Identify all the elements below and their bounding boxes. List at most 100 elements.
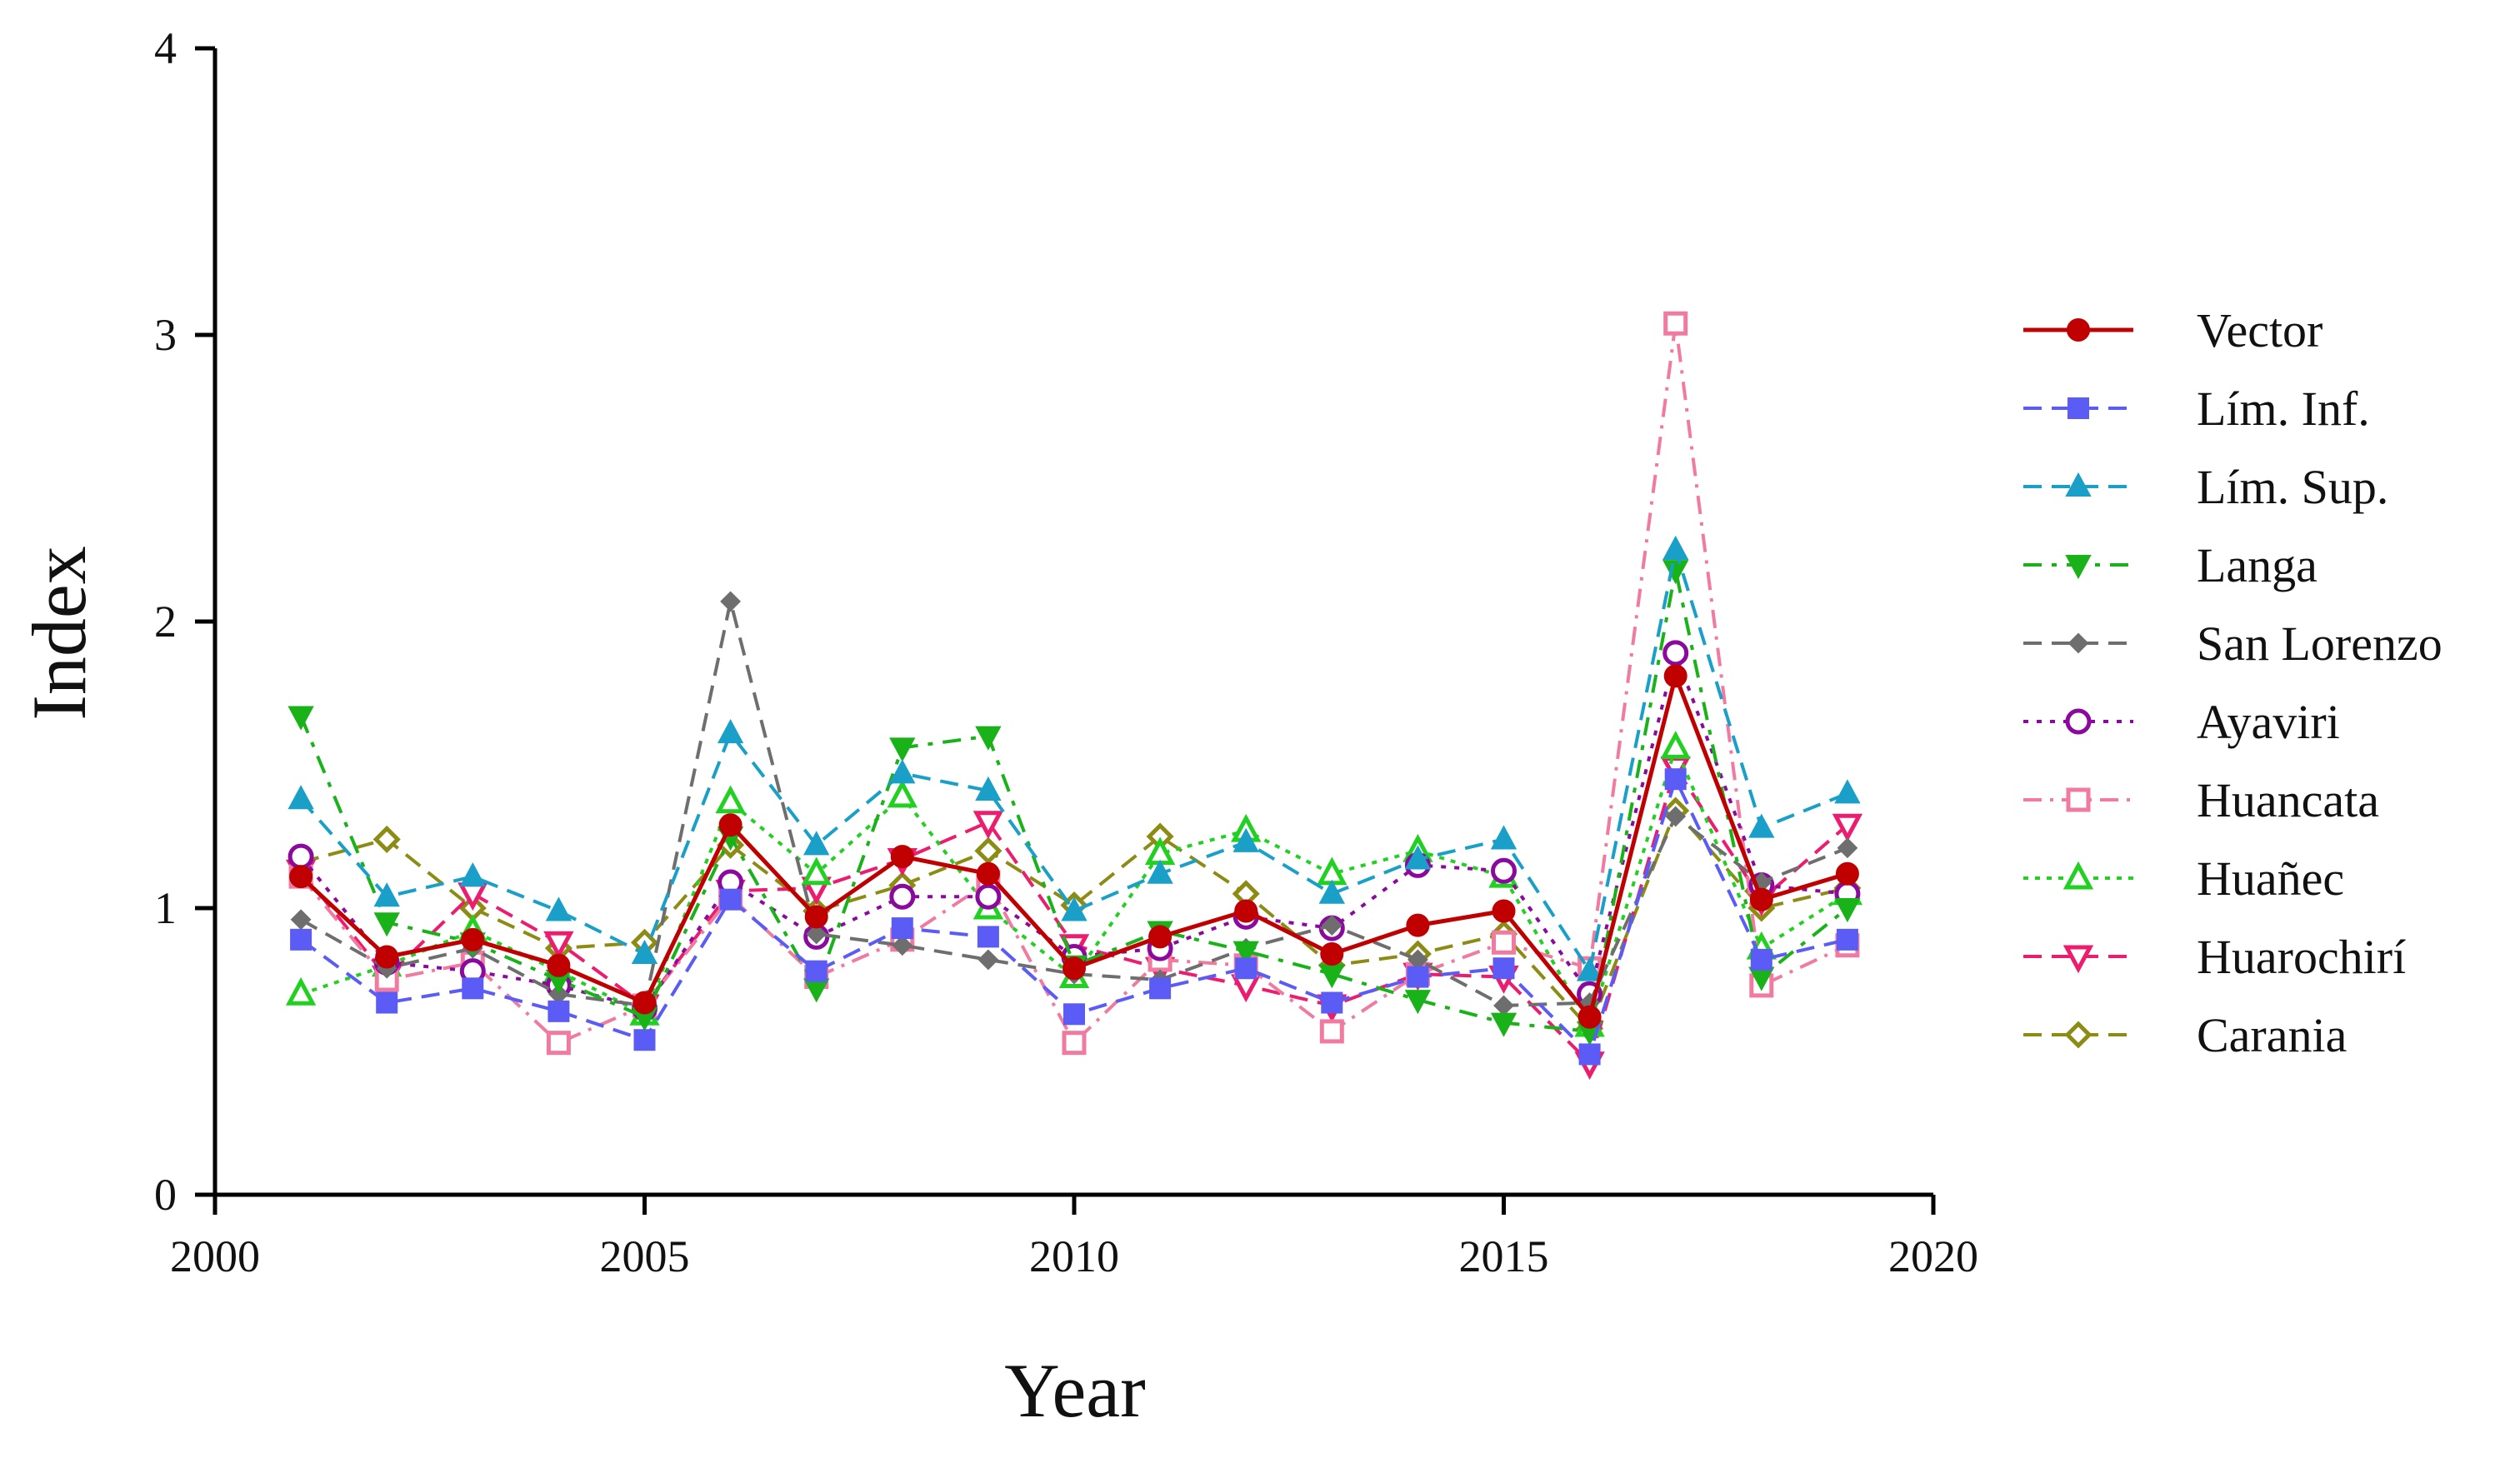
- data-point-hua-ec: [285, 976, 317, 1006]
- x-tick-label: 2015: [1459, 1231, 1549, 1281]
- data-point-langa: [975, 726, 1002, 751]
- data-point-vector: [976, 861, 1000, 886]
- data-point-vector: [1406, 913, 1430, 937]
- y-axis-title: Index: [17, 546, 102, 720]
- data-point-l-m-inf: [290, 928, 312, 951]
- data-point-langa: [288, 706, 314, 731]
- data-point-l-m-sup: [1662, 535, 1689, 560]
- data-point-san-lorenzo: [892, 935, 913, 956]
- legend-marker: [2066, 787, 2091, 812]
- legend-marker: [2065, 708, 2092, 735]
- data-point-l-m-inf: [633, 1029, 656, 1051]
- data-point-huancata: [1062, 1031, 1087, 1056]
- data-point-vector: [1663, 664, 1688, 688]
- x-tick-label: 2000: [170, 1231, 260, 1281]
- data-point-l-m-sup: [545, 896, 572, 921]
- data-point-vector: [1578, 1005, 1602, 1029]
- legend-marker: [2064, 1021, 2092, 1049]
- data-point-vector: [1835, 861, 1859, 886]
- data-point-langa: [373, 912, 400, 937]
- series-layer: [285, 311, 1863, 1081]
- legend-label: Lím. Sup.: [2197, 460, 2388, 514]
- series-vector: [289, 664, 1859, 1029]
- data-point-ayaviri: [975, 883, 1002, 910]
- data-point-san-lorenzo: [290, 909, 312, 931]
- data-point-l-m-inf: [1836, 928, 1858, 951]
- legend-label: San Lorenzo: [2197, 617, 2442, 671]
- legend-item-l-m-sup: Lím. Sup.: [2023, 460, 2388, 514]
- data-point-ayaviri: [1491, 857, 1517, 884]
- data-point-huancata: [546, 1031, 571, 1056]
- data-point-vector: [1492, 899, 1516, 923]
- legend-item-san-lorenzo: San Lorenzo: [2023, 617, 2442, 671]
- data-point-huarochir: [1231, 974, 1262, 1003]
- data-point-l-m-inf: [1235, 957, 1258, 980]
- data-point-l-m-sup: [1147, 859, 1173, 884]
- x-axis-title: Year: [1004, 1348, 1146, 1433]
- legend-marker: [2062, 861, 2094, 890]
- y-tick-label: 3: [154, 310, 177, 360]
- series-l-m-inf: [290, 768, 1858, 1066]
- legend-marker: [2068, 397, 2089, 419]
- data-point-l-m-sup: [1061, 896, 1088, 921]
- data-point-huarochir: [543, 931, 574, 960]
- legend-marker: [2065, 555, 2092, 580]
- x-tick-label: 2005: [600, 1231, 690, 1281]
- data-point-l-m-inf: [1321, 991, 1343, 1014]
- data-point-l-m-sup: [1318, 879, 1345, 904]
- data-point-vector: [1749, 887, 1773, 911]
- y-tick-label: 2: [154, 597, 177, 647]
- data-point-l-m-sup: [803, 831, 830, 856]
- legend-label: Lím. Inf.: [2197, 382, 2370, 436]
- x-tick-label: 2020: [1888, 1231, 1978, 1281]
- data-point-l-m-sup: [889, 759, 916, 784]
- legend-item-hua-ec: Huañec: [2023, 851, 2344, 906]
- legend-marker: [2068, 632, 2089, 654]
- data-point-hua-ec: [887, 779, 918, 808]
- data-point-vector: [289, 865, 313, 889]
- data-point-l-m-sup: [1834, 779, 1861, 804]
- data-point-vector: [1320, 942, 1344, 966]
- data-point-san-lorenzo: [978, 949, 999, 971]
- data-point-l-m-sup: [1404, 845, 1432, 870]
- data-point-l-m-inf: [1407, 966, 1429, 988]
- data-point-san-lorenzo: [806, 923, 828, 945]
- data-point-huancata: [1663, 311, 1688, 336]
- data-point-l-m-sup: [459, 862, 486, 887]
- data-point-langa: [1232, 941, 1259, 966]
- data-point-l-m-inf: [1149, 977, 1172, 1000]
- data-point-l-m-inf: [891, 917, 913, 940]
- data-point-l-m-sup: [631, 939, 658, 965]
- legend-item-l-m-inf: Lím. Inf.: [2023, 382, 2370, 436]
- data-point-langa: [1404, 990, 1432, 1015]
- data-point-l-m-sup: [975, 776, 1002, 801]
- data-point-l-m-sup: [373, 882, 400, 907]
- legend-marker: [2067, 318, 2090, 342]
- legend-label: Huarochirí: [2197, 930, 2406, 984]
- data-point-vector: [1062, 956, 1086, 981]
- data-point-carania: [372, 825, 401, 853]
- data-point-vector: [375, 945, 399, 969]
- data-point-huarochir: [1832, 813, 1863, 842]
- data-point-ayaviri: [288, 843, 314, 870]
- data-point-hua-ec: [715, 785, 746, 814]
- data-point-l-m-inf: [1492, 957, 1515, 980]
- legend-item-ayaviri: Ayaviri: [2023, 695, 2340, 749]
- data-point-l-m-inf: [977, 926, 999, 948]
- data-point-san-lorenzo: [1665, 806, 1687, 827]
- data-point-l-m-sup: [717, 719, 744, 744]
- legend-label: Huañec: [2197, 851, 2344, 906]
- data-point-langa: [1490, 1012, 1518, 1037]
- data-point-huancata: [1319, 1019, 1344, 1044]
- data-point-san-lorenzo: [1837, 837, 1858, 859]
- data-point-langa: [889, 737, 916, 762]
- data-point-l-m-inf: [1578, 1043, 1601, 1066]
- data-point-l-m-inf: [1750, 948, 1772, 971]
- legend-label: Carania: [2197, 1008, 2347, 1062]
- data-point-l-m-inf: [376, 991, 398, 1014]
- data-point-carania: [974, 836, 1002, 865]
- data-point-l-m-inf: [1063, 1003, 1085, 1026]
- legend-item-huancata: Huancata: [2023, 773, 2379, 827]
